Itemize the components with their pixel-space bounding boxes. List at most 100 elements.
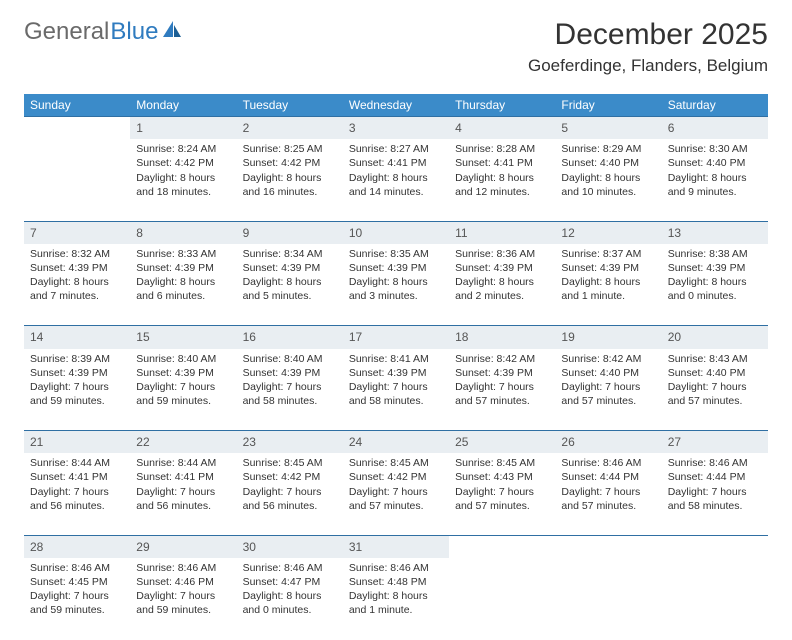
sunset-text: Sunset: 4:46 PM (136, 575, 230, 589)
weekday-header: Saturday (662, 94, 768, 117)
day-detail-cell (24, 139, 130, 221)
day-number-cell: 18 (449, 326, 555, 349)
day-detail-cell: Sunrise: 8:32 AMSunset: 4:39 PMDaylight:… (24, 244, 130, 326)
sunrise-text: Sunrise: 8:30 AM (668, 142, 762, 156)
day-detail-row: Sunrise: 8:32 AMSunset: 4:39 PMDaylight:… (24, 244, 768, 326)
day-detail-cell: Sunrise: 8:25 AMSunset: 4:42 PMDaylight:… (237, 139, 343, 221)
sunset-text: Sunset: 4:39 PM (136, 261, 230, 275)
daylight-text: Daylight: 8 hours and 16 minutes. (243, 171, 337, 199)
sunrise-text: Sunrise: 8:46 AM (136, 561, 230, 575)
sunset-text: Sunset: 4:41 PM (349, 156, 443, 170)
day-number-cell: 30 (237, 535, 343, 558)
sunset-text: Sunset: 4:48 PM (349, 575, 443, 589)
day-number-cell: 20 (662, 326, 768, 349)
day-detail-cell: Sunrise: 8:45 AMSunset: 4:42 PMDaylight:… (343, 453, 449, 535)
day-detail-cell: Sunrise: 8:41 AMSunset: 4:39 PMDaylight:… (343, 349, 449, 431)
daylight-text: Daylight: 7 hours and 57 minutes. (668, 380, 762, 408)
day-detail-cell: Sunrise: 8:35 AMSunset: 4:39 PMDaylight:… (343, 244, 449, 326)
sunset-text: Sunset: 4:41 PM (30, 470, 124, 484)
daylight-text: Daylight: 8 hours and 2 minutes. (455, 275, 549, 303)
daylight-text: Daylight: 8 hours and 14 minutes. (349, 171, 443, 199)
day-detail-cell (662, 558, 768, 640)
daylight-text: Daylight: 8 hours and 12 minutes. (455, 171, 549, 199)
weekday-header: Tuesday (237, 94, 343, 117)
sunrise-text: Sunrise: 8:27 AM (349, 142, 443, 156)
sunrise-text: Sunrise: 8:46 AM (668, 456, 762, 470)
daylight-text: Daylight: 7 hours and 59 minutes. (30, 589, 124, 617)
calendar-table: SundayMondayTuesdayWednesdayThursdayFrid… (24, 94, 768, 640)
day-number-cell: 8 (130, 221, 236, 244)
day-number-cell (662, 535, 768, 558)
sunset-text: Sunset: 4:41 PM (136, 470, 230, 484)
daylight-text: Daylight: 7 hours and 58 minutes. (349, 380, 443, 408)
day-detail-cell: Sunrise: 8:46 AMSunset: 4:44 PMDaylight:… (662, 453, 768, 535)
sunset-text: Sunset: 4:39 PM (30, 261, 124, 275)
logo: GeneralBlue (24, 18, 183, 46)
day-number-cell: 25 (449, 431, 555, 454)
day-number-cell: 31 (343, 535, 449, 558)
weekday-header-row: SundayMondayTuesdayWednesdayThursdayFrid… (24, 94, 768, 117)
daylight-text: Daylight: 7 hours and 57 minutes. (561, 485, 655, 513)
day-detail-cell: Sunrise: 8:36 AMSunset: 4:39 PMDaylight:… (449, 244, 555, 326)
weekday-header: Monday (130, 94, 236, 117)
daylight-text: Daylight: 8 hours and 1 minute. (561, 275, 655, 303)
daylight-text: Daylight: 8 hours and 18 minutes. (136, 171, 230, 199)
weekday-header: Friday (555, 94, 661, 117)
daylight-text: Daylight: 7 hours and 57 minutes. (455, 485, 549, 513)
day-number-row: 123456 (24, 117, 768, 140)
day-number-cell: 24 (343, 431, 449, 454)
day-number-row: 78910111213 (24, 221, 768, 244)
day-number-row: 21222324252627 (24, 431, 768, 454)
day-number-cell: 5 (555, 117, 661, 140)
daylight-text: Daylight: 7 hours and 56 minutes. (136, 485, 230, 513)
day-detail-cell: Sunrise: 8:46 AMSunset: 4:45 PMDaylight:… (24, 558, 130, 640)
sunrise-text: Sunrise: 8:32 AM (30, 247, 124, 261)
month-title: December 2025 (528, 18, 768, 52)
day-detail-cell: Sunrise: 8:33 AMSunset: 4:39 PMDaylight:… (130, 244, 236, 326)
day-number-cell: 2 (237, 117, 343, 140)
day-number-cell: 14 (24, 326, 130, 349)
sunset-text: Sunset: 4:39 PM (243, 261, 337, 275)
daylight-text: Daylight: 7 hours and 56 minutes. (243, 485, 337, 513)
sunset-text: Sunset: 4:42 PM (136, 156, 230, 170)
sunrise-text: Sunrise: 8:36 AM (455, 247, 549, 261)
location: Goeferdinge, Flanders, Belgium (528, 56, 768, 76)
sunrise-text: Sunrise: 8:41 AM (349, 352, 443, 366)
sunrise-text: Sunrise: 8:45 AM (455, 456, 549, 470)
sunrise-text: Sunrise: 8:46 AM (561, 456, 655, 470)
daylight-text: Daylight: 8 hours and 0 minutes. (668, 275, 762, 303)
daylight-text: Daylight: 8 hours and 1 minute. (349, 589, 443, 617)
daylight-text: Daylight: 7 hours and 58 minutes. (243, 380, 337, 408)
day-number-cell (555, 535, 661, 558)
daylight-text: Daylight: 8 hours and 9 minutes. (668, 171, 762, 199)
sunset-text: Sunset: 4:39 PM (455, 366, 549, 380)
day-number-cell: 22 (130, 431, 236, 454)
sunrise-text: Sunrise: 8:46 AM (243, 561, 337, 575)
day-detail-cell: Sunrise: 8:43 AMSunset: 4:40 PMDaylight:… (662, 349, 768, 431)
day-number-cell: 17 (343, 326, 449, 349)
sunset-text: Sunset: 4:40 PM (561, 366, 655, 380)
day-detail-cell: Sunrise: 8:46 AMSunset: 4:48 PMDaylight:… (343, 558, 449, 640)
sunrise-text: Sunrise: 8:45 AM (243, 456, 337, 470)
day-detail-cell: Sunrise: 8:37 AMSunset: 4:39 PMDaylight:… (555, 244, 661, 326)
sunset-text: Sunset: 4:42 PM (243, 470, 337, 484)
sunrise-text: Sunrise: 8:42 AM (455, 352, 549, 366)
day-number-cell: 26 (555, 431, 661, 454)
sunset-text: Sunset: 4:40 PM (561, 156, 655, 170)
sunrise-text: Sunrise: 8:44 AM (30, 456, 124, 470)
sunset-text: Sunset: 4:44 PM (561, 470, 655, 484)
sunrise-text: Sunrise: 8:45 AM (349, 456, 443, 470)
sunrise-text: Sunrise: 8:25 AM (243, 142, 337, 156)
day-number-cell: 27 (662, 431, 768, 454)
sunrise-text: Sunrise: 8:35 AM (349, 247, 443, 261)
day-detail-cell: Sunrise: 8:40 AMSunset: 4:39 PMDaylight:… (130, 349, 236, 431)
daylight-text: Daylight: 7 hours and 56 minutes. (30, 485, 124, 513)
logo-text-2: Blue (110, 18, 158, 46)
sunrise-text: Sunrise: 8:33 AM (136, 247, 230, 261)
day-detail-row: Sunrise: 8:39 AMSunset: 4:39 PMDaylight:… (24, 349, 768, 431)
day-number-cell: 28 (24, 535, 130, 558)
day-number-cell: 13 (662, 221, 768, 244)
daylight-text: Daylight: 8 hours and 5 minutes. (243, 275, 337, 303)
day-detail-cell: Sunrise: 8:46 AMSunset: 4:47 PMDaylight:… (237, 558, 343, 640)
sunrise-text: Sunrise: 8:40 AM (136, 352, 230, 366)
